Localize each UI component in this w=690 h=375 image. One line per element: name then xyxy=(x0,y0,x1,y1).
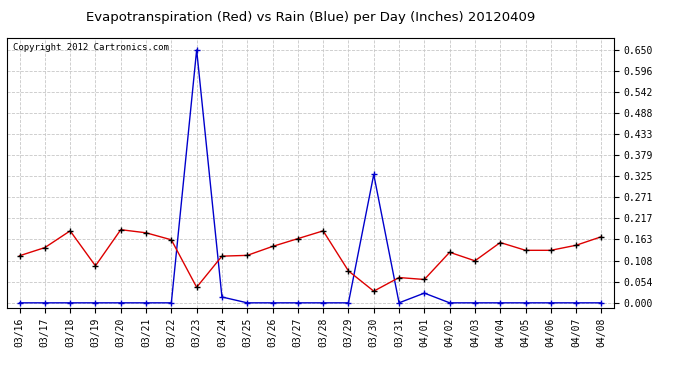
Text: Copyright 2012 Cartronics.com: Copyright 2012 Cartronics.com xyxy=(13,43,169,52)
Text: Evapotranspiration (Red) vs Rain (Blue) per Day (Inches) 20120409: Evapotranspiration (Red) vs Rain (Blue) … xyxy=(86,11,535,24)
